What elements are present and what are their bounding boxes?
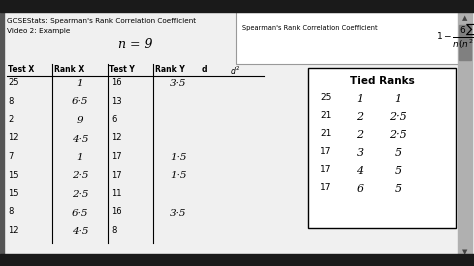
Text: 17: 17 [320,165,331,174]
Text: 17: 17 [320,147,331,156]
Bar [0,254,474,266]
Text: 6·5: 6·5 [72,209,88,218]
Text: 21: 21 [320,111,331,120]
Text: 2·5: 2·5 [72,172,88,181]
Text: 2·5: 2·5 [389,130,407,140]
Text: 17: 17 [320,183,331,192]
Text: Spearman's Rank Correlation Coefficient: Spearman's Rank Correlation Coefficient [242,25,378,31]
Bar [308,68,456,228]
Text: $1 - \dfrac{6\sum d^2}{n(n^2-1)}$: $1 - \dfrac{6\sum d^2}{n(n^2-1)}$ [436,22,474,51]
Text: 8: 8 [8,97,13,106]
Text: 9: 9 [77,116,83,125]
Bar [0,0,474,12]
Text: 12: 12 [111,134,121,143]
Text: 1: 1 [356,94,364,104]
Text: $d^2$: $d^2$ [230,65,240,77]
Text: 6: 6 [356,184,364,194]
Text: 2: 2 [356,130,364,140]
Text: 8: 8 [111,226,117,235]
Text: d: d [202,65,208,74]
Text: 5: 5 [394,148,401,158]
Bar [459,25,471,60]
Text: 6: 6 [111,115,117,124]
Text: 16: 16 [111,207,122,217]
Text: GCSEStats: Spearman's Rank Correlation Coefficient: GCSEStats: Spearman's Rank Correlation C… [7,18,196,24]
Text: 17: 17 [111,152,122,161]
Text: 4·5: 4·5 [72,227,88,236]
Text: 2·5: 2·5 [72,190,88,199]
Text: 1·5: 1·5 [170,172,187,181]
Text: 4: 4 [356,166,364,176]
Text: ▼: ▼ [462,249,468,255]
Text: Rank Y: Rank Y [155,65,185,74]
Text: 25: 25 [320,93,331,102]
Text: 2: 2 [8,115,13,124]
Text: 25: 25 [8,78,18,87]
Text: 12: 12 [8,134,18,143]
Text: 1: 1 [77,79,83,88]
Text: 15: 15 [8,171,18,180]
Text: 2: 2 [356,112,364,122]
Text: 6·5: 6·5 [72,98,88,106]
Text: 1: 1 [394,94,401,104]
Text: 3·5: 3·5 [170,209,187,218]
Text: 3: 3 [356,148,364,158]
Text: 4·5: 4·5 [72,135,88,143]
Text: 12: 12 [8,226,18,235]
Text: 1: 1 [77,153,83,162]
Text: 5: 5 [394,184,401,194]
Text: 3·5: 3·5 [170,79,187,88]
Bar [0,12,4,254]
Text: n = 9: n = 9 [118,38,153,51]
Text: Tied Ranks: Tied Ranks [350,76,414,86]
Text: Test Y: Test Y [109,65,135,74]
Text: Test X: Test X [8,65,34,74]
Text: Video 2: Example: Video 2: Example [7,28,70,34]
Text: Rank X: Rank X [54,65,84,74]
Text: 5: 5 [394,166,401,176]
Text: 17: 17 [111,171,122,180]
Text: 13: 13 [111,97,122,106]
Text: ▲: ▲ [462,15,468,21]
Text: 15: 15 [8,189,18,198]
Text: 11: 11 [111,189,121,198]
Text: 16: 16 [111,78,122,87]
Text: 7: 7 [8,152,13,161]
Text: 2·5: 2·5 [389,112,407,122]
Text: 21: 21 [320,129,331,138]
Bar [236,12,460,64]
Text: 1·5: 1·5 [170,153,187,162]
Bar [458,12,472,254]
Text: 8: 8 [8,207,13,217]
